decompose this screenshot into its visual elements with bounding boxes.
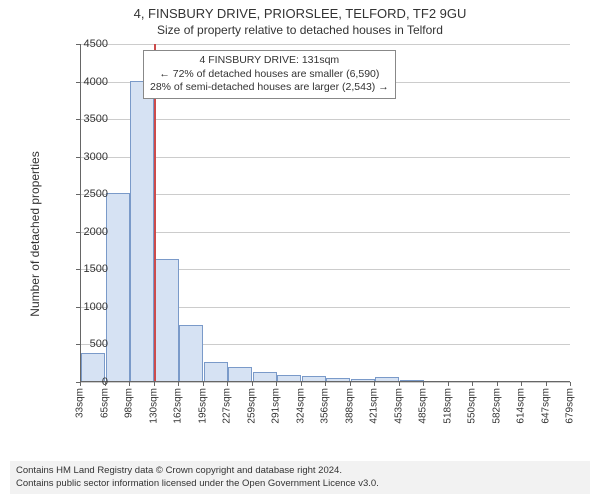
xtick-label: 33sqm: [75, 388, 86, 418]
annotation-line: ← 72% of detached houses are smaller (6,…: [150, 68, 389, 82]
xtick-mark: [178, 382, 179, 386]
xtick-label: 421sqm: [369, 388, 380, 424]
ytick-label: 1500: [68, 263, 108, 275]
y-axis-title: Number of detached properties: [28, 151, 42, 316]
histogram-bar: [228, 367, 252, 381]
ytick-label: 2500: [68, 188, 108, 200]
ytick-mark: [76, 194, 80, 195]
xtick-mark: [105, 382, 106, 386]
title-subtitle: Size of property relative to detached ho…: [0, 23, 600, 37]
histogram-bar: [253, 372, 277, 381]
ytick-mark: [76, 344, 80, 345]
title-address: 4, FINSBURY DRIVE, PRIORSLEE, TELFORD, T…: [0, 6, 600, 21]
xtick-label: 550sqm: [467, 388, 478, 424]
xtick-mark: [521, 382, 522, 386]
histogram-bar: [155, 259, 179, 381]
chart-title-block: 4, FINSBURY DRIVE, PRIORSLEE, TELFORD, T…: [0, 0, 600, 37]
xtick-label: 647sqm: [540, 388, 551, 424]
histogram-bar: [302, 376, 326, 381]
xtick-mark: [80, 382, 81, 386]
xtick-mark: [129, 382, 130, 386]
xtick-label: 518sqm: [442, 388, 453, 424]
xtick-label: 388sqm: [344, 388, 355, 424]
ytick-label: 2000: [68, 226, 108, 238]
attribution-footer: Contains HM Land Registry data © Crown c…: [10, 461, 590, 494]
xtick-mark: [497, 382, 498, 386]
ytick-label: 500: [68, 338, 108, 350]
xtick-mark: [423, 382, 424, 386]
histogram-bar: [375, 377, 399, 381]
footer-line2: Contains public sector information licen…: [16, 478, 584, 490]
xtick-mark: [570, 382, 571, 386]
footer-line1: Contains HM Land Registry data © Crown c…: [16, 465, 584, 477]
ytick-label: 4000: [68, 76, 108, 88]
ytick-mark: [76, 157, 80, 158]
xtick-mark: [472, 382, 473, 386]
xtick-mark: [227, 382, 228, 386]
histogram-bar: [277, 375, 301, 381]
histogram-bar: [326, 378, 350, 381]
xtick-mark: [276, 382, 277, 386]
xtick-mark: [252, 382, 253, 386]
xtick-label: 130sqm: [148, 388, 159, 424]
xtick-label: 324sqm: [295, 388, 306, 424]
xtick-label: 162sqm: [173, 388, 184, 424]
xtick-label: 356sqm: [320, 388, 331, 424]
ytick-mark: [76, 232, 80, 233]
annotation-box: 4 FINSBURY DRIVE: 131sqm← 72% of detache…: [143, 50, 396, 99]
xtick-label: 227sqm: [222, 388, 233, 424]
xtick-mark: [301, 382, 302, 386]
xtick-mark: [325, 382, 326, 386]
ytick-mark: [76, 119, 80, 120]
xtick-label: 291sqm: [271, 388, 282, 424]
xtick-label: 582sqm: [491, 388, 502, 424]
xtick-label: 195sqm: [197, 388, 208, 424]
chart-container: Number of detached properties 4 FINSBURY…: [46, 44, 570, 424]
annotation-line: 4 FINSBURY DRIVE: 131sqm: [150, 54, 389, 68]
histogram-bar: [204, 362, 228, 381]
xtick-label: 614sqm: [516, 388, 527, 424]
xtick-label: 259sqm: [246, 388, 257, 424]
xtick-mark: [399, 382, 400, 386]
ytick-mark: [76, 44, 80, 45]
plot-area: 4 FINSBURY DRIVE: 131sqm← 72% of detache…: [80, 44, 570, 382]
ytick-mark: [76, 307, 80, 308]
ytick-label: 0: [68, 376, 108, 388]
ytick-label: 3000: [68, 151, 108, 163]
annotation-line: 28% of semi-detached houses are larger (…: [150, 81, 389, 95]
xtick-label: 98sqm: [124, 388, 135, 418]
xtick-mark: [203, 382, 204, 386]
ytick-label: 4500: [68, 38, 108, 50]
histogram-bar: [351, 379, 375, 381]
xtick-mark: [350, 382, 351, 386]
histogram-bar: [106, 193, 130, 381]
xtick-mark: [448, 382, 449, 386]
ytick-label: 3500: [68, 113, 108, 125]
xtick-mark: [374, 382, 375, 386]
xtick-label: 453sqm: [393, 388, 404, 424]
xtick-label: 679sqm: [565, 388, 576, 424]
histogram-bar: [179, 325, 203, 381]
xtick-mark: [154, 382, 155, 386]
xtick-mark: [546, 382, 547, 386]
ytick-mark: [76, 82, 80, 83]
histogram-bar: [130, 81, 154, 381]
xtick-label: 485sqm: [418, 388, 429, 424]
xtick-label: 65sqm: [99, 388, 110, 418]
ytick-label: 1000: [68, 301, 108, 313]
ytick-mark: [76, 269, 80, 270]
histogram-bar: [400, 380, 424, 382]
